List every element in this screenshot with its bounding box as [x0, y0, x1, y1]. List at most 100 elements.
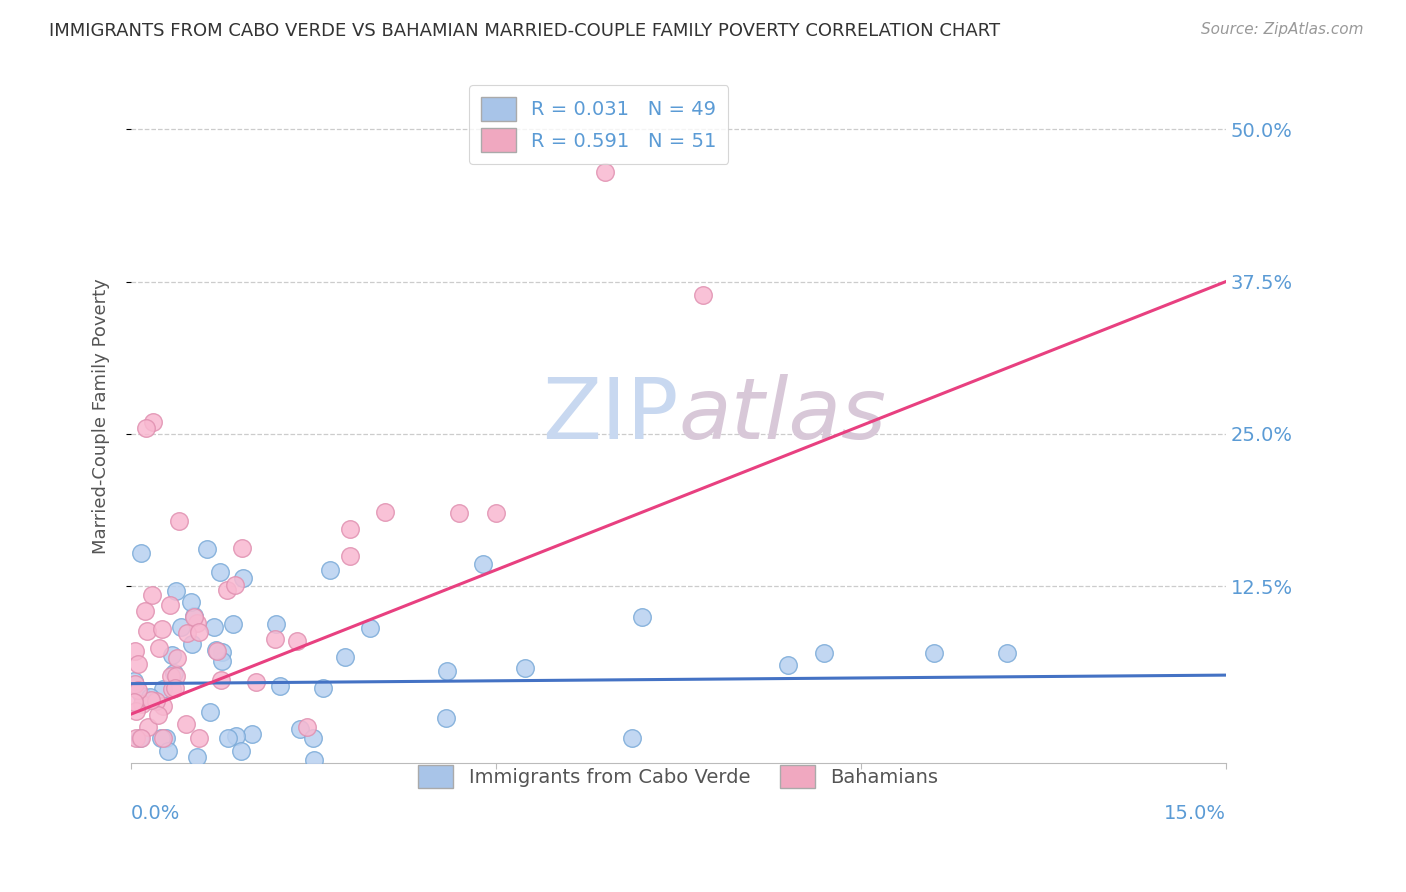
Point: [134, 604, 156, 618]
Point: [229, 744, 252, 758]
Point: [202, 620, 225, 634]
Point: [922, 646, 945, 660]
Point: [122, 694, 145, 708]
Point: [208, 565, 231, 579]
Point: [165, 669, 187, 683]
Point: [211, 654, 233, 668]
Point: [174, 717, 197, 731]
Point: [150, 731, 173, 746]
Point: [187, 625, 209, 640]
Point: [288, 722, 311, 736]
Point: [285, 634, 308, 648]
Point: [156, 744, 179, 758]
Point: [163, 681, 186, 695]
Point: [692, 288, 714, 302]
Point: [129, 731, 152, 746]
Point: [631, 609, 654, 624]
Point: [266, 617, 288, 632]
Point: [131, 697, 153, 711]
Legend: Immigrants from Cabo Verde, Bahamians: Immigrants from Cabo Verde, Bahamians: [409, 755, 948, 798]
Point: [152, 699, 174, 714]
Point: [595, 165, 617, 179]
Point: [180, 595, 202, 609]
Point: [302, 753, 325, 767]
Y-axis label: Married-Couple Family Poverty: Married-Couple Family Poverty: [93, 277, 110, 554]
Point: [160, 682, 183, 697]
Point: [136, 624, 159, 639]
Point: [169, 620, 191, 634]
Point: [295, 721, 318, 735]
Text: 0.0%: 0.0%: [131, 805, 180, 823]
Text: ZIP: ZIP: [541, 374, 678, 458]
Point: [231, 541, 253, 556]
Point: [166, 651, 188, 665]
Point: [186, 749, 208, 764]
Point: [434, 711, 457, 725]
Point: [995, 646, 1018, 660]
Point: [225, 729, 247, 743]
Point: [776, 658, 799, 673]
Point: [125, 731, 148, 746]
Point: [124, 673, 146, 688]
Point: [621, 731, 644, 746]
Text: IMMIGRANTS FROM CABO VERDE VS BAHAMIAN MARRIED-COUPLE FAMILY POVERTY CORRELATION: IMMIGRANTS FROM CABO VERDE VS BAHAMIAN M…: [49, 22, 1000, 40]
Point: [187, 731, 209, 746]
Point: [436, 665, 458, 679]
Point: [312, 681, 335, 696]
Point: [124, 677, 146, 691]
Point: [146, 707, 169, 722]
Point: [127, 657, 149, 671]
Point: [183, 609, 205, 624]
Point: [240, 727, 263, 741]
Point: [141, 588, 163, 602]
Point: [162, 665, 184, 680]
Point: [471, 557, 494, 571]
Point: [135, 421, 157, 435]
Point: [181, 637, 204, 651]
Point: [160, 648, 183, 663]
Point: [359, 622, 381, 636]
Point: [813, 646, 835, 660]
Point: [125, 704, 148, 718]
Point: [198, 705, 221, 719]
Text: 15.0%: 15.0%: [1164, 805, 1226, 823]
Point: [245, 674, 267, 689]
Point: [167, 514, 190, 528]
Point: [269, 680, 291, 694]
Point: [485, 506, 508, 520]
Point: [176, 625, 198, 640]
Point: [224, 577, 246, 591]
Point: [160, 669, 183, 683]
Point: [302, 731, 325, 746]
Point: [131, 689, 153, 703]
Point: [155, 731, 177, 746]
Point: [145, 694, 167, 708]
Point: [129, 546, 152, 560]
Point: [319, 563, 342, 577]
Point: [139, 690, 162, 704]
Point: [205, 643, 228, 657]
Point: [374, 505, 396, 519]
Point: [152, 682, 174, 697]
Point: [449, 506, 471, 520]
Point: [209, 673, 232, 688]
Point: [211, 645, 233, 659]
Point: [124, 644, 146, 658]
Point: [142, 415, 165, 429]
Point: [148, 641, 170, 656]
Text: atlas: atlas: [678, 374, 886, 458]
Point: [264, 632, 287, 647]
Point: [205, 644, 228, 658]
Point: [152, 731, 174, 746]
Point: [127, 682, 149, 697]
Point: [222, 616, 245, 631]
Point: [138, 720, 160, 734]
Point: [165, 583, 187, 598]
Point: [195, 542, 218, 557]
Point: [139, 693, 162, 707]
Point: [339, 549, 361, 563]
Point: [186, 615, 208, 630]
Point: [183, 609, 205, 624]
Point: [159, 598, 181, 612]
Point: [150, 622, 173, 636]
